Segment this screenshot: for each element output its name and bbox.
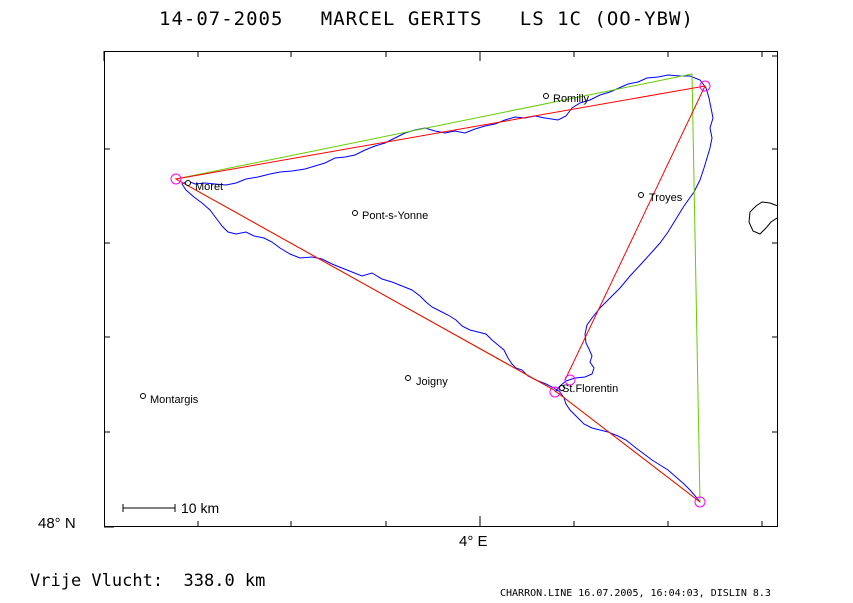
- map-title: 14-07-2005 MARCEL GERITS LS 1C (OO-YBW): [159, 8, 694, 30]
- town-markers: [140, 93, 644, 399]
- town-label-pont-s-yonne: Pont-s-Yonne: [362, 210, 429, 222]
- town-marker-florentin: [559, 385, 565, 391]
- optimized-route: [174, 85, 706, 503]
- turnpoint-florentin-2: [564, 374, 576, 386]
- town-label-troyes: Troyes: [649, 192, 683, 204]
- lake-outline: [748, 201, 779, 235]
- bottom-ticks: [197, 516, 763, 527]
- town-marker-joigny: [405, 375, 411, 381]
- scale-bar: [122, 504, 176, 512]
- right-ticks: [772, 55, 778, 433]
- town-marker-montargis: [140, 393, 146, 399]
- map-frame: [104, 51, 778, 527]
- left-ticks: [104, 148, 114, 528]
- latitude-label: 48° N: [38, 515, 76, 532]
- town-marker-moret: [185, 180, 191, 186]
- top-ticks: [103, 51, 763, 61]
- town-label-joigny: Joigny: [416, 376, 448, 388]
- longitude-label: 4° E: [459, 533, 488, 550]
- turnpoint-moret: [170, 173, 182, 185]
- town-label-moret: Moret: [195, 181, 224, 193]
- turnpoint-florentin: [549, 386, 561, 398]
- town-marker-pont: [352, 210, 358, 216]
- footer-text: CHARRON.LINE 16.07.2005, 16:04:03, DISLI…: [500, 588, 771, 599]
- turnpoint-troyes-north: [699, 80, 711, 92]
- gps-track: [181, 74, 714, 503]
- turnpoint-south: [694, 496, 706, 508]
- town-marker-romilly: [543, 93, 549, 99]
- scale-bar-label: 10 km: [181, 500, 220, 516]
- turnpoints: [170, 80, 711, 508]
- town-marker-troyes: [638, 192, 644, 198]
- town-label-montargis: Montargis: [150, 394, 199, 406]
- town-label-romilly: Romilly: [553, 93, 590, 105]
- town-label-st-florentin: St.Florentin: [562, 383, 619, 395]
- distance-text: Vrije Vlucht: 338.0 km: [30, 571, 266, 591]
